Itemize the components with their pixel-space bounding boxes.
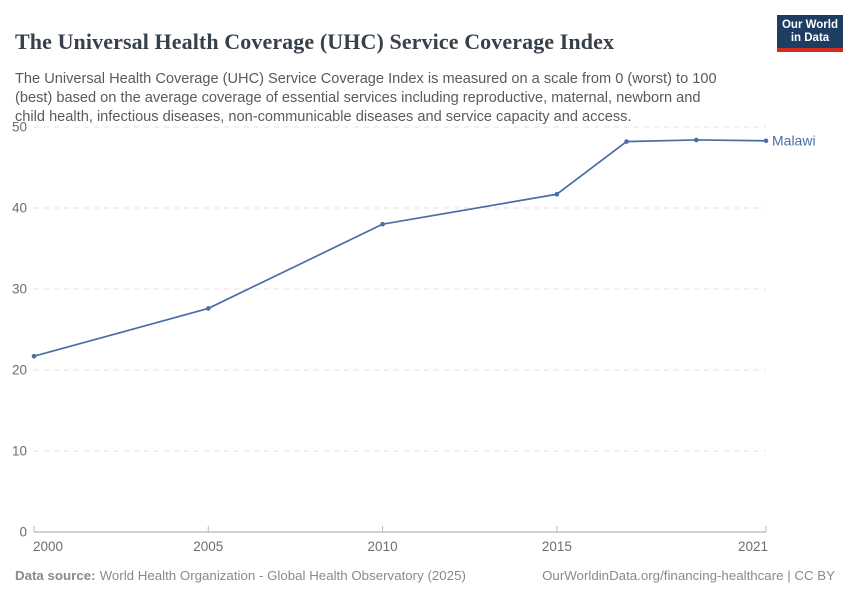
y-tick-label: 40	[12, 201, 27, 216]
data-point-marker[interactable]	[554, 191, 560, 197]
data-point-marker[interactable]	[205, 306, 211, 311]
y-tick-label: 10	[12, 444, 27, 459]
data-source-label: Data source:	[15, 568, 96, 583]
page-title: The Universal Health Coverage (UHC) Serv…	[15, 28, 615, 54]
chart-subtitle: The Universal Health Coverage (UHC) Serv…	[15, 70, 717, 126]
y-tick-label: 50	[12, 120, 27, 135]
x-tick-label: 2015	[542, 539, 572, 554]
x-tick-label: 2010	[368, 539, 398, 554]
attribution-link[interactable]: OurWorldinData.org/financing-healthcare …	[542, 568, 835, 583]
data-source-text: World Health Organization - Global Healt…	[99, 568, 466, 583]
series-label-malawi[interactable]: Malawi	[772, 132, 816, 148]
y-tick-label: 0	[19, 525, 27, 540]
data-point-marker[interactable]	[693, 137, 699, 143]
data-point-marker[interactable]	[380, 221, 385, 227]
data-source: Data source: World Health Organization - …	[15, 568, 466, 583]
series-line-malawi[interactable]	[33, 139, 767, 358]
owid-logo-line2: in Data	[790, 31, 830, 44]
data-point-marker[interactable]	[624, 139, 629, 144]
owid-logo-line1: Our World	[781, 18, 838, 31]
x-tick-label: 2005	[193, 539, 223, 554]
data-point-marker[interactable]	[31, 353, 37, 359]
chart-area: 0 10 20 30 40 50 2000 2005 2010 2015 2021 Malawi	[0, 110, 850, 570]
data-point-marker[interactable]	[763, 138, 769, 144]
x-tick-label: 2000	[33, 539, 63, 554]
chart-footer: Data source: World Health Organization - …	[15, 568, 835, 583]
y-tick-label: 30	[12, 282, 27, 297]
chart-svg: 0 10 20 30 40 50 2000 2005 2010 2015 2021 Malawi	[12, 120, 816, 555]
owid-logo[interactable]: Our World in Data	[777, 15, 843, 52]
y-tick-label: 20	[12, 363, 27, 378]
x-tick-label: 2021	[738, 539, 768, 554]
